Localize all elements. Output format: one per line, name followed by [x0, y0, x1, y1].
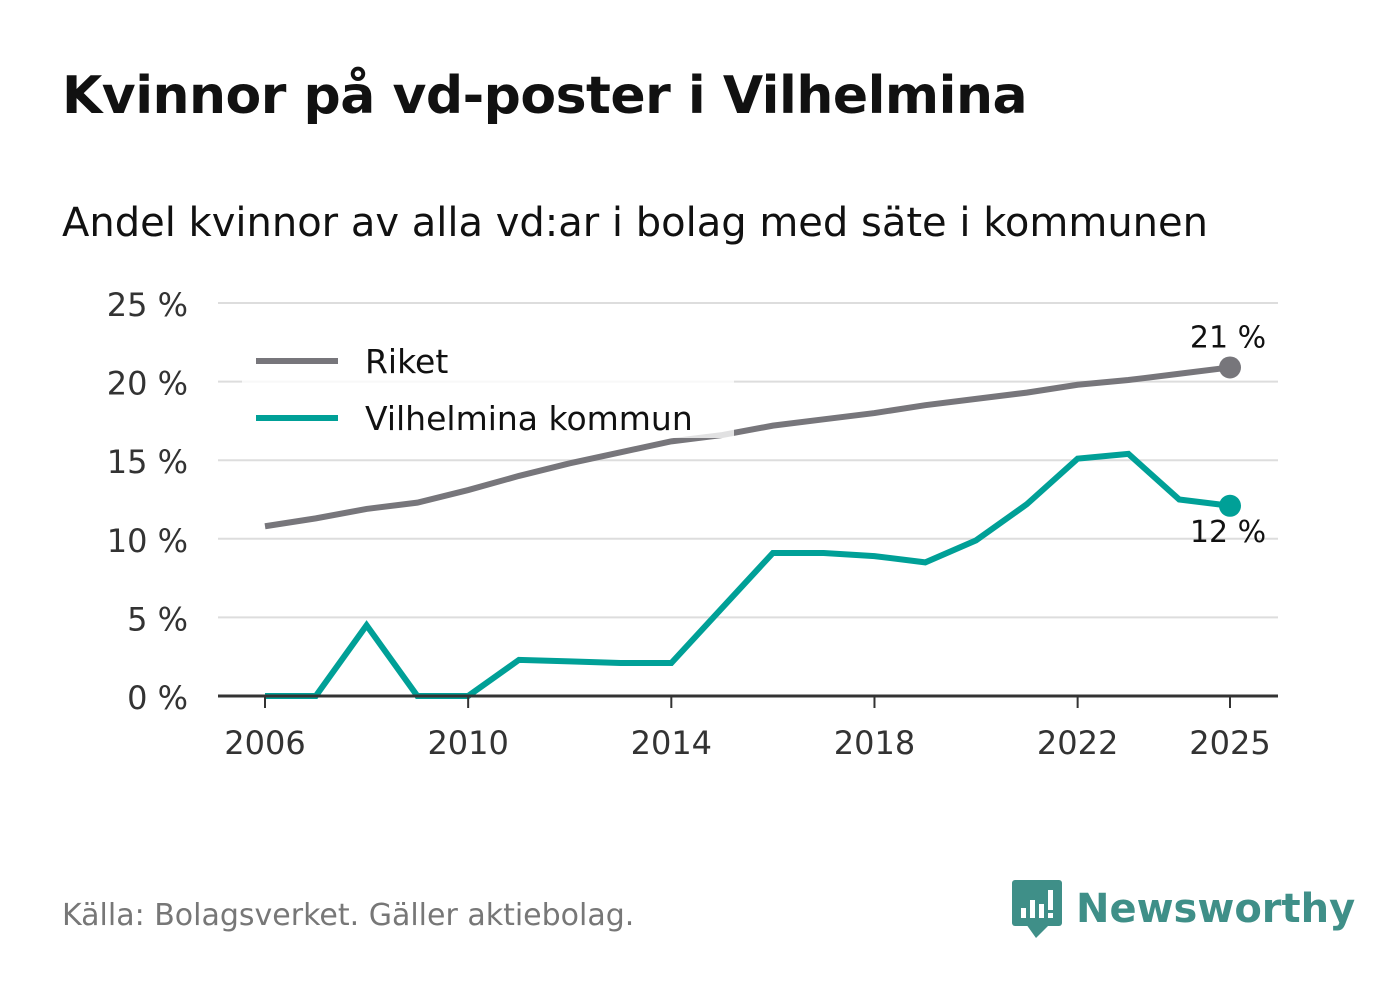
x-tick-label: 2010: [427, 724, 508, 762]
newsworthy-logo-icon: [1012, 880, 1062, 938]
line-chart: 0 % 5 % 10 % 15 % 20 % 25 % 2006 2010 2014 2018 20…: [107, 286, 1278, 762]
y-tick-label: 25 %: [107, 286, 188, 324]
source-note: Källa: Bolagsverket. Gäller aktiebolag.: [62, 898, 635, 933]
series-line-1: [265, 450, 1231, 699]
end-marker-1: [1219, 494, 1241, 517]
y-tick-label: 0 %: [127, 679, 188, 717]
x-tick-label: 2006: [224, 724, 305, 762]
y-tick-label: 20 %: [107, 365, 188, 403]
chart-title: Kvinnor på vd-poster i Vilhelmina: [62, 66, 1028, 126]
x-tick-label: 2014: [631, 724, 712, 762]
y-tick-label: 15 %: [107, 443, 188, 481]
end-marker-0: [1219, 356, 1241, 379]
x-tick-label: 2025: [1189, 724, 1270, 762]
end-label-kommun: 12 %: [1190, 515, 1266, 550]
x-tick-label: 2018: [834, 724, 915, 762]
series-line-0: [264, 364, 1231, 530]
end-labels: 21 % 12 %: [1190, 320, 1266, 549]
brand-name: Newsworthy: [1076, 886, 1356, 932]
x-tick-label: 2022: [1037, 724, 1118, 762]
chart-subtitle: Andel kvinnor av alla vd:ar i bolag med …: [62, 200, 1208, 246]
y-tick-label: 10 %: [107, 522, 188, 560]
end-label-riket: 21 %: [1190, 320, 1266, 355]
axis-layer: 0 % 5 % 10 % 15 % 20 % 25 % 2006 2010 2014 2018 20…: [107, 286, 1278, 762]
y-tick-label: 5 %: [127, 600, 188, 638]
legend-label: Vilhelmina kommun: [365, 399, 693, 438]
legend: Riket Vilhelmina kommun: [242, 330, 734, 438]
legend-label: Riket: [365, 342, 448, 381]
brand-logo: Newsworthy: [1012, 878, 1355, 940]
